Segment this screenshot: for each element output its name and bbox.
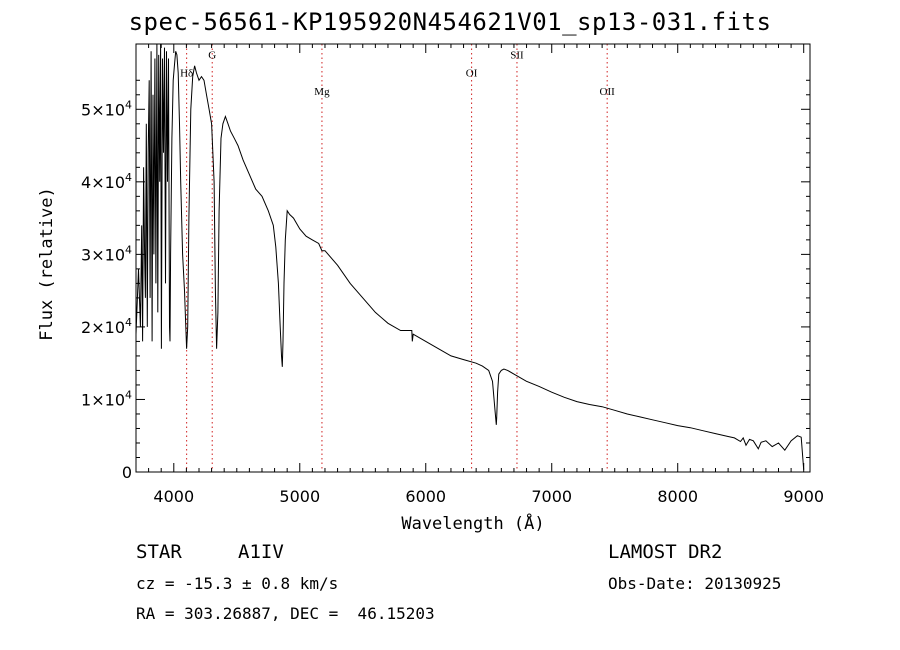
y-axis-ticks: 0 1×104 2×104 3×104 4×104 5×104 bbox=[81, 79, 810, 482]
x-tick-label: 5000 bbox=[279, 487, 320, 506]
spectral-subclass: A1IV bbox=[238, 541, 284, 563]
y-tick-exponent: 4 bbox=[125, 388, 132, 401]
x-axis-label: Wavelength (Å) bbox=[401, 512, 544, 534]
coordinates-text: RA = 303.26887, DEC = 46.15203 bbox=[136, 604, 435, 623]
y-tick-label: 4×104 bbox=[81, 171, 132, 192]
spectrum-line bbox=[135, 43, 805, 470]
redshift-text: cz = -15.3 ± 0.8 km/s bbox=[136, 574, 339, 593]
plot-frame bbox=[135, 43, 811, 473]
survey-name: LAMOST DR2 bbox=[608, 541, 723, 563]
x-tick-label: 7000 bbox=[531, 487, 572, 506]
y-tick-exponent: 4 bbox=[125, 98, 132, 111]
observation-date: Obs-Date: 20130925 bbox=[608, 574, 782, 593]
x-tick-label: 9000 bbox=[783, 487, 824, 506]
line-label-5: OII bbox=[600, 86, 616, 98]
line-label-3: OI bbox=[466, 68, 478, 80]
y-tick-label: 5×104 bbox=[81, 98, 132, 119]
spectrum-series bbox=[135, 43, 805, 470]
emission-line-markers: Hδ G Mg OI SII OII bbox=[180, 44, 615, 472]
y-tick-exponent: 4 bbox=[125, 171, 132, 184]
x-axis-ticks: 4000 5000 6000 7000 8000 9000 bbox=[135, 44, 824, 506]
x-tick-label: 4000 bbox=[153, 487, 194, 506]
line-label-0: Hδ bbox=[180, 68, 193, 80]
x-tick-label: 8000 bbox=[657, 487, 698, 506]
object-class: STAR bbox=[136, 541, 182, 563]
line-label-1: G bbox=[208, 50, 216, 62]
y-tick-label: 1×104 bbox=[81, 388, 132, 409]
x-tick-label: 6000 bbox=[405, 487, 446, 506]
y-tick-exponent: 4 bbox=[125, 243, 132, 256]
y-tick-label: 2×104 bbox=[81, 316, 132, 337]
chart-title: spec-56561-KP195920N454621V01_sp13-031.f… bbox=[128, 8, 772, 36]
y-tick-label: 3×104 bbox=[81, 243, 132, 264]
y-axis-label: Flux (relative) bbox=[37, 187, 57, 341]
y-tick-label: 0 bbox=[122, 463, 132, 482]
y-tick-exponent: 4 bbox=[125, 316, 132, 329]
line-label-4: SII bbox=[510, 50, 524, 62]
axes bbox=[135, 43, 811, 473]
line-label-2: Mg bbox=[314, 86, 330, 98]
